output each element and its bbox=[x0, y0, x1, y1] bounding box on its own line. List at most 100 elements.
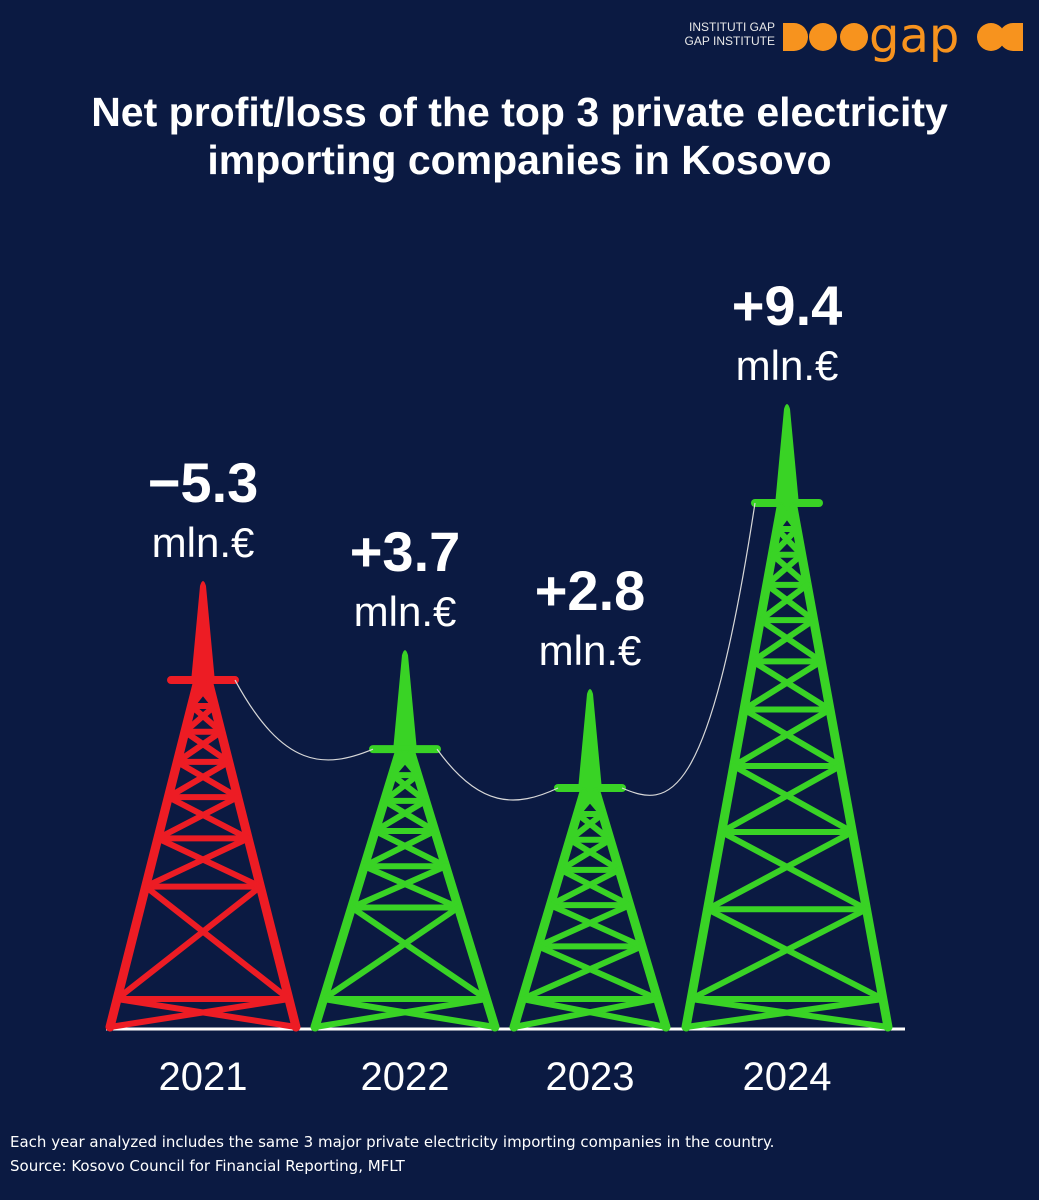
tower-brace bbox=[740, 706, 844, 769]
tower-brace bbox=[107, 996, 292, 1030]
title-line-2: importing companies in Kosovo bbox=[207, 137, 832, 183]
data-label-unit: mln.€ bbox=[152, 519, 255, 566]
tower-brace bbox=[154, 835, 264, 890]
tower-brace bbox=[348, 863, 449, 911]
data-label-value: −5.3 bbox=[148, 451, 259, 514]
tower-brace bbox=[312, 996, 490, 1030]
tower-brace bbox=[769, 526, 801, 558]
tower-brace bbox=[361, 863, 462, 911]
tower-bar-2021 bbox=[105, 581, 301, 1032]
tower-bar-2022 bbox=[310, 650, 500, 1032]
power-cable bbox=[436, 748, 559, 801]
tower-brace bbox=[361, 827, 438, 870]
data-label-value: +2.8 bbox=[535, 559, 646, 622]
tower-brace bbox=[557, 866, 633, 909]
tower-brace bbox=[704, 906, 886, 1002]
logo-text: INSTITUTI GAP GAP INSTITUTE bbox=[677, 20, 775, 48]
power-cable bbox=[234, 679, 374, 761]
tower-brace bbox=[557, 836, 614, 873]
tower-leg-right bbox=[591, 787, 671, 1032]
tower-brace bbox=[730, 762, 856, 836]
tower-brace bbox=[749, 658, 834, 713]
tower-brace bbox=[142, 835, 252, 890]
tower-brace bbox=[574, 789, 599, 817]
tower-brace bbox=[114, 883, 264, 1002]
tower-brace bbox=[688, 906, 870, 1002]
tower-brace bbox=[763, 551, 805, 588]
tower-brace bbox=[757, 617, 825, 665]
tower-brace bbox=[730, 706, 834, 769]
tower-brace bbox=[718, 762, 844, 836]
tower-bar-2024 bbox=[681, 404, 893, 1032]
tower-brace bbox=[154, 794, 241, 842]
gap-logo-mark: gap bbox=[783, 14, 1023, 64]
x-tick-label: 2022 bbox=[361, 1055, 450, 1099]
title-line-1: Net profit/loss of the top 3 private ele… bbox=[91, 89, 948, 135]
tower-brace bbox=[773, 504, 796, 532]
tower-brace bbox=[566, 811, 606, 843]
tower-leg-left bbox=[105, 679, 202, 1032]
tower-brace bbox=[381, 772, 421, 804]
logo-line-1: INSTITUTI GAP bbox=[688, 20, 775, 34]
tower-brace bbox=[372, 797, 429, 834]
tower-brace bbox=[749, 617, 817, 665]
tower-spire bbox=[775, 404, 799, 505]
data-label-unit: mln.€ bbox=[736, 342, 839, 389]
tower-brace bbox=[704, 829, 856, 913]
tower-brace bbox=[165, 758, 232, 801]
tower-brace bbox=[389, 750, 414, 779]
tower-brace bbox=[718, 829, 870, 913]
tower-brace bbox=[165, 794, 252, 842]
tower-brace bbox=[181, 728, 232, 765]
tower-brace bbox=[188, 681, 212, 710]
tower-leg-left bbox=[509, 787, 589, 1032]
data-label-unit: mln.€ bbox=[539, 627, 642, 674]
tower-brace bbox=[574, 811, 614, 843]
tower-brace bbox=[566, 836, 623, 873]
chart-title: Net profit/loss of the top 3 private ele… bbox=[0, 88, 1039, 184]
gap-institute-logo: INSTITUTI GAP GAP INSTITUTE gap bbox=[677, 14, 1027, 74]
logo-line-2: GAP INSTITUTE bbox=[684, 34, 775, 48]
tower-brace bbox=[348, 904, 490, 1002]
x-tick-label: 2024 bbox=[743, 1055, 832, 1099]
tower-brace bbox=[389, 772, 429, 804]
tower-brace bbox=[174, 758, 241, 801]
tower-brace bbox=[320, 904, 462, 1002]
logo-wordmark: gap bbox=[869, 14, 959, 64]
data-label-unit: mln.€ bbox=[354, 588, 457, 635]
tower-spire bbox=[191, 581, 215, 683]
tower-brace bbox=[188, 703, 225, 735]
x-tick-label: 2023 bbox=[546, 1055, 635, 1099]
tower-brace bbox=[381, 797, 438, 834]
tower-brace bbox=[181, 703, 218, 735]
tower-brace bbox=[194, 681, 218, 710]
tower-leg-right bbox=[204, 679, 301, 1032]
tower-brace bbox=[547, 866, 623, 909]
tower-brace bbox=[757, 581, 811, 624]
tower-brace bbox=[535, 902, 633, 950]
tower-brace bbox=[174, 728, 225, 765]
tower-brace bbox=[769, 551, 811, 588]
tower-bar-2023 bbox=[509, 689, 671, 1032]
tower-brace bbox=[519, 943, 645, 1002]
tower-brace bbox=[773, 526, 805, 558]
power-cable bbox=[621, 502, 756, 796]
tower-spire bbox=[393, 650, 417, 752]
tower-brace bbox=[372, 827, 449, 870]
tower-brace bbox=[511, 996, 661, 1030]
tower-brace bbox=[683, 996, 886, 1030]
data-label-value: +9.4 bbox=[732, 274, 843, 337]
tower-brace bbox=[547, 902, 645, 950]
x-tick-label: 2021 bbox=[159, 1055, 248, 1099]
tower-brace bbox=[535, 943, 661, 1002]
footnote: Each year analyzed includes the same 3 m… bbox=[10, 1130, 774, 1178]
tower-brace bbox=[740, 658, 825, 713]
footnote-note: Each year analyzed includes the same 3 m… bbox=[10, 1133, 775, 1151]
footnote-source: Source: Kosovo Council for Financial Rep… bbox=[10, 1157, 405, 1175]
tower-brace bbox=[142, 883, 292, 1002]
tower-brace bbox=[778, 504, 801, 532]
tower-brace bbox=[763, 581, 817, 624]
data-label-value: +3.7 bbox=[350, 520, 461, 583]
tower-brace bbox=[396, 750, 421, 779]
